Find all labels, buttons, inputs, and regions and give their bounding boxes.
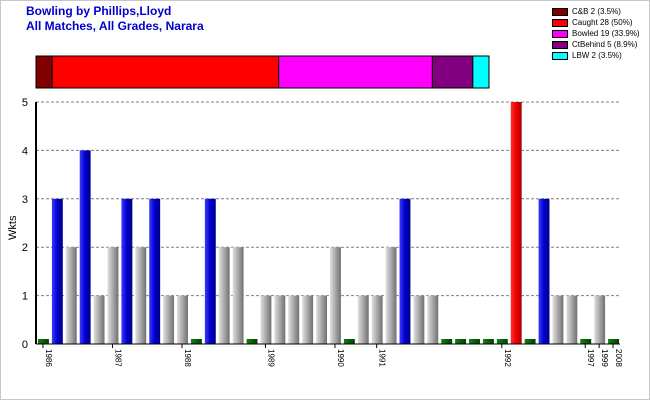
x-tick-label: 1992 (503, 349, 512, 367)
legend-label: CtBehind 5 (8.9%) (572, 40, 638, 49)
bar-37 (552, 295, 564, 344)
bar-32 (482, 339, 494, 344)
bar-21 (330, 247, 341, 344)
bar-41 (608, 339, 619, 344)
x-tick-label: 1989 (266, 349, 275, 367)
x-tick-label: 2008 (614, 349, 623, 367)
bar-5 (107, 247, 119, 344)
stack-segment-cb (35, 55, 53, 89)
bar-28 (427, 295, 439, 344)
bar-38 (566, 295, 578, 344)
legend-swatch (552, 29, 568, 38)
bar-19 (302, 295, 314, 344)
bar-23 (357, 295, 369, 344)
legend-item-caught: Caught 28 (50%) (552, 17, 640, 28)
bar-22 (343, 339, 355, 344)
bar-0 (38, 339, 49, 344)
bar-33 (496, 339, 508, 344)
bar-3 (79, 150, 91, 344)
dismissal-stack-bar (35, 55, 490, 89)
bar-35 (524, 339, 536, 344)
legend-label: C&B 2 (3.5%) (572, 7, 621, 16)
bar-13 (218, 247, 230, 344)
bar-24 (371, 295, 383, 344)
bar-27 (413, 295, 425, 344)
bar-20 (316, 295, 327, 344)
y-tick-label: 4 (22, 145, 28, 157)
x-tick-label: 1988 (183, 349, 192, 367)
y-tick-labels: 0 1 2 3 4 5 (22, 97, 28, 351)
y-tick-label: 3 (22, 194, 28, 206)
bar-34 (510, 102, 522, 344)
x-tick-label: 1999 (600, 349, 609, 367)
bar-2 (65, 247, 77, 344)
stack-segment-bowled (278, 55, 433, 89)
bar-1 (51, 198, 63, 344)
legend-swatch (552, 7, 568, 16)
bar-15 (246, 339, 258, 344)
bar-14 (232, 247, 244, 344)
gridlines (36, 101, 620, 297)
legend: C&B 2 (3.5%) Caught 28 (50%) Bowled 19 (… (552, 6, 640, 61)
x-tick-label: 1990 (336, 349, 345, 367)
bar-31 (469, 339, 480, 344)
bar-6 (121, 198, 133, 344)
bar-29 (441, 339, 453, 344)
bar-30 (455, 339, 467, 344)
bar-17 (274, 295, 286, 344)
stack-segment-caught (51, 55, 280, 89)
y-axis-label: Wkts (7, 215, 19, 240)
legend-item-cb: C&B 2 (3.5%) (552, 6, 640, 17)
y-tick-label: 0 (22, 339, 28, 351)
bar-16 (260, 295, 272, 344)
x-tick-label: 1997 (586, 349, 595, 367)
bar-10 (177, 295, 188, 344)
legend-swatch (552, 51, 568, 60)
x-tick-labels: 1986 1987 1988 1989 1990 1991 1992 1997 1999 2008 (42, 344, 623, 367)
axes (35, 102, 620, 345)
bar-9 (163, 295, 175, 344)
bar-11 (190, 339, 202, 344)
bar-25 (385, 247, 397, 344)
bar-40 (594, 295, 606, 344)
stack-segment-ctbehind (431, 55, 474, 89)
legend-swatch (552, 40, 568, 49)
legend-swatch (552, 18, 568, 27)
legend-label: Bowled 19 (33.9%) (572, 29, 640, 38)
bar-26 (399, 198, 411, 344)
y-tick-label: 2 (22, 242, 28, 254)
bar-7 (135, 247, 147, 344)
legend-item-lbw: LBW 2 (3.5%) (552, 50, 640, 61)
stack-segment-lbw (472, 55, 490, 89)
legend-item-bowled: Bowled 19 (33.9%) (552, 28, 640, 39)
bar-8 (149, 198, 161, 344)
bar-12 (204, 198, 216, 344)
legend-label: Caught 28 (50%) (572, 18, 633, 27)
x-tick-label: 1991 (378, 349, 387, 367)
bar-series (38, 102, 619, 344)
x-tick-label: 1987 (113, 349, 122, 367)
bar-18 (288, 295, 300, 344)
y-tick-label: 1 (22, 291, 28, 303)
y-tick-label: 5 (22, 97, 28, 109)
legend-item-ctbehind: CtBehind 5 (8.9%) (552, 39, 640, 50)
chart-subtitle: All Matches, All Grades, Narara (26, 19, 204, 33)
chart-title: Bowling by Phillips,Lloyd (26, 4, 172, 18)
legend-label: LBW 2 (3.5%) (572, 51, 622, 60)
bar-36 (538, 198, 550, 344)
bar-4 (93, 295, 105, 344)
bar-39 (580, 339, 592, 344)
x-tick-label: 1986 (44, 349, 53, 367)
